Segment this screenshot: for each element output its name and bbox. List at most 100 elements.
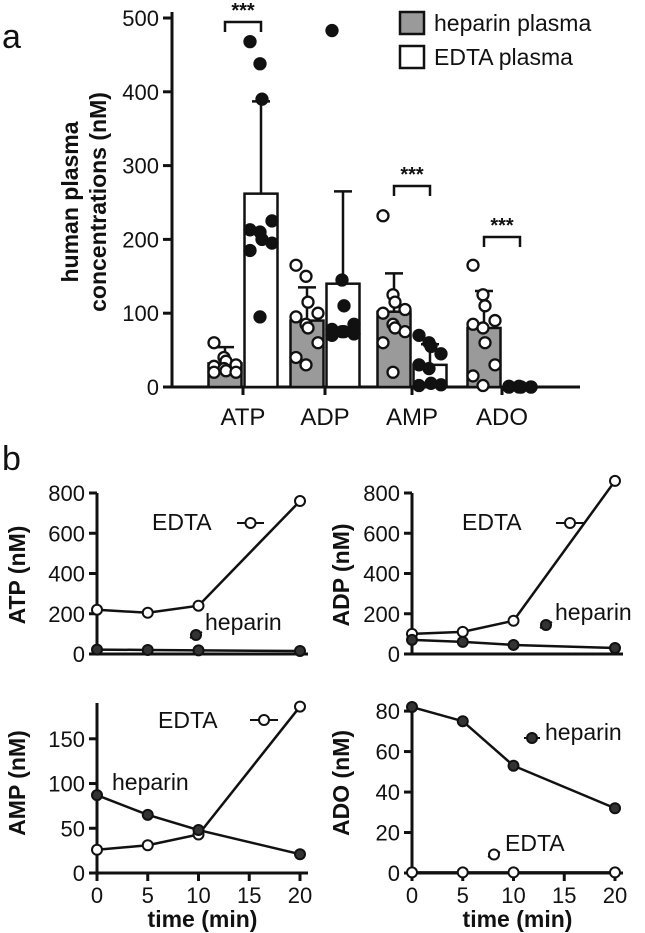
data-point (299, 358, 313, 372)
category-label: ADO (476, 404, 528, 431)
significance-label: *** (490, 215, 514, 237)
data-point (424, 339, 438, 354)
series-label-marker (190, 629, 202, 641)
y-tick-label: 150 (48, 727, 85, 752)
series-label-marker (526, 732, 538, 744)
data-point (335, 273, 349, 287)
y-tick-label: 0 (388, 642, 400, 667)
series-line (411, 705, 616, 810)
y-axis-label: human plasma (57, 121, 83, 282)
line-chart-adp: 0 200 400 600 800 ADP (nM) EDTA heparin (328, 474, 632, 667)
legend-label: heparin plasma (434, 10, 591, 36)
significance-bracket (482, 235, 522, 247)
data-point (386, 365, 400, 379)
data-point (289, 350, 303, 365)
y-tick-label: 100 (122, 301, 159, 326)
line-chart-atp: 0 200 400 600 800 ATP (nM) EDTA heparin (4, 481, 308, 667)
series-label: heparin (545, 719, 622, 745)
x-tick-label: 10 (501, 883, 525, 908)
y-tick-label: 0 (73, 861, 85, 886)
data-point (91, 843, 103, 856)
series-line (96, 500, 301, 614)
y-axis-label: AMP (nM) (4, 730, 30, 836)
data-point (91, 643, 103, 656)
series-label: EDTA (505, 830, 565, 856)
y-tick-label: 300 (122, 154, 159, 179)
data-point (311, 306, 325, 320)
series-label-marker (564, 517, 576, 529)
data-point (337, 299, 351, 313)
x-axis-label: time (min) (148, 906, 258, 932)
data-point (192, 824, 205, 837)
data-point (434, 347, 448, 361)
data-point (406, 866, 418, 879)
data-point (476, 321, 490, 335)
line-chart-ado: 0 20 40 60 80 0 5 10 15 20 time (min) ADO (nM) hepar… (328, 699, 627, 932)
y-tick-label: 100 (48, 772, 85, 797)
y-tick-label: 40 (376, 780, 400, 805)
data-point (294, 700, 306, 713)
category-label: ATP (221, 404, 266, 431)
data-point (406, 701, 418, 714)
data-point (466, 258, 480, 272)
data-point (325, 328, 339, 342)
data-point (255, 92, 269, 106)
data-point (229, 365, 243, 379)
data-point (253, 57, 267, 71)
data-point (243, 34, 257, 49)
data-point (299, 269, 313, 283)
data-point (456, 715, 469, 728)
series-line (96, 648, 301, 653)
data-point (456, 866, 469, 879)
x-axis-label: time (min) (463, 906, 573, 932)
y-tick-label: 200 (48, 602, 85, 627)
y-tick-label: 400 (122, 80, 159, 105)
series-label: EDTA (152, 509, 212, 535)
data-point (289, 310, 303, 324)
data-point (406, 633, 418, 646)
line-chart-amp: 0 50 100 150 0 5 10 15 20 time (min) AMP (nM) EDTA h… (4, 700, 312, 932)
data-point (412, 328, 426, 342)
x-tick-label: 15 (552, 883, 576, 908)
data-point (609, 802, 621, 815)
data-point (192, 644, 205, 657)
panel-label-a: a (2, 18, 21, 56)
data-point (301, 321, 315, 335)
data-point (265, 236, 279, 250)
data-point (466, 369, 480, 383)
data-point (412, 378, 426, 393)
y-tick-label: 0 (388, 861, 400, 886)
y-tick-label: 500 (122, 6, 159, 31)
significance-bracket (223, 20, 263, 32)
y-axis-label: concentrations (nM) (85, 92, 111, 312)
x-tick-label: 5 (457, 883, 469, 908)
series-line (96, 793, 301, 856)
data-point (192, 599, 205, 612)
data-point (507, 759, 520, 772)
significance-label: *** (400, 164, 424, 186)
bar-chart-a: 0 100 200 300 400 500 human plasma concentratio… (57, 0, 591, 431)
series-line (96, 705, 301, 851)
data-point (488, 358, 502, 372)
data-point (478, 336, 492, 350)
data-point (325, 23, 339, 38)
data-point (507, 638, 520, 651)
data-point (398, 324, 412, 339)
data-point (476, 378, 490, 393)
x-tick-label: 20 (288, 883, 312, 908)
data-point (609, 641, 621, 654)
category-label: ADP (300, 404, 349, 431)
x-tick-label: 20 (603, 883, 627, 908)
data-point (311, 336, 325, 350)
y-tick-label: 400 (48, 562, 85, 587)
data-point (376, 306, 390, 320)
data-point (91, 789, 103, 802)
y-tick-label: 800 (363, 481, 400, 506)
data-point (207, 365, 221, 379)
series-label-marker (244, 517, 257, 529)
data-point (507, 866, 520, 879)
y-tick-label: 60 (376, 740, 400, 765)
data-point (609, 866, 621, 879)
y-tick-label: 600 (48, 521, 85, 546)
